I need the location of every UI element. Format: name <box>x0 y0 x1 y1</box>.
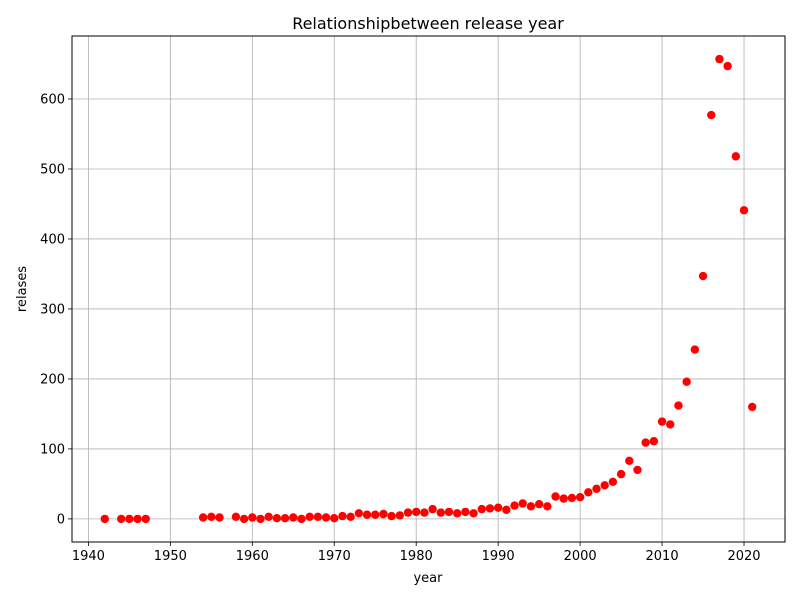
data-point <box>715 54 724 64</box>
data-point <box>256 514 265 524</box>
data-point <box>567 493 577 503</box>
data-point <box>502 505 511 515</box>
data-point <box>641 438 650 447</box>
x-tick-label: 1940 <box>72 549 105 564</box>
data-point <box>534 500 544 509</box>
data-points <box>100 54 757 524</box>
data-point <box>338 511 347 521</box>
data-point <box>674 401 683 410</box>
data-point <box>649 437 659 446</box>
data-point <box>321 513 331 522</box>
plot-frame <box>71 35 786 543</box>
data-point <box>526 502 536 511</box>
data-point <box>493 503 503 512</box>
data-point <box>231 512 241 522</box>
x-tick-label: 1950 <box>154 549 187 564</box>
data-point <box>198 513 208 522</box>
data-point <box>690 345 700 354</box>
x-tick-label: 1990 <box>482 549 515 564</box>
data-point <box>387 511 396 521</box>
data-point <box>698 271 708 281</box>
data-point <box>420 508 429 517</box>
data-point <box>469 509 478 518</box>
y-tick-label: 600 <box>40 92 65 107</box>
data-point <box>272 514 282 523</box>
data-point <box>592 484 601 494</box>
data-point <box>616 469 626 479</box>
data-point <box>575 493 585 502</box>
data-point <box>313 512 323 522</box>
x-tick-label: 1970 <box>318 549 351 564</box>
chart-title: Relationshipbetween release year <box>292 14 564 33</box>
data-point <box>436 508 445 517</box>
x-tick-label: 2000 <box>564 549 597 564</box>
data-point <box>330 514 339 523</box>
data-point <box>141 514 150 524</box>
y-axis-label: relases <box>15 266 30 312</box>
data-point <box>625 456 634 466</box>
data-point <box>215 513 224 522</box>
data-point <box>395 511 405 520</box>
data-point <box>584 488 593 497</box>
data-point <box>657 417 667 426</box>
data-point <box>739 206 749 215</box>
x-tick-label: 1980 <box>400 549 433 564</box>
data-point <box>452 509 462 518</box>
y-tick-label: 500 <box>40 162 65 177</box>
x-tick-label: 1960 <box>236 549 269 564</box>
data-point <box>379 509 388 519</box>
data-point <box>371 510 380 519</box>
data-point <box>297 514 306 524</box>
x-tick-label: 2020 <box>727 549 760 564</box>
data-point <box>412 507 421 517</box>
data-point <box>707 110 716 120</box>
data-point <box>248 513 257 522</box>
data-point <box>125 514 134 524</box>
data-point <box>280 514 290 523</box>
data-point <box>731 152 741 161</box>
data-point <box>666 420 675 429</box>
data-point <box>362 510 372 519</box>
data-point <box>510 501 519 510</box>
y-tick-label: 200 <box>40 372 65 387</box>
data-point <box>477 504 486 514</box>
data-point <box>346 512 355 522</box>
grid-lines <box>72 36 785 542</box>
data-point <box>264 512 273 522</box>
data-point <box>682 377 691 386</box>
data-point <box>518 499 527 508</box>
data-point <box>133 514 142 524</box>
data-point <box>289 513 298 522</box>
data-point <box>239 514 249 524</box>
data-point <box>633 465 642 475</box>
data-point <box>559 494 568 503</box>
data-point <box>461 507 470 517</box>
x-axis-label: year <box>413 571 443 586</box>
data-point <box>207 512 216 522</box>
y-tick-label: 0 <box>57 512 65 527</box>
data-point <box>100 514 109 524</box>
data-point <box>485 504 495 513</box>
data-point <box>428 504 437 514</box>
data-point <box>723 61 732 71</box>
data-point <box>305 512 314 522</box>
data-point <box>403 508 413 517</box>
y-tick-label: 400 <box>40 232 65 247</box>
data-point <box>543 502 552 511</box>
y-tick-label: 300 <box>40 302 65 317</box>
y-tick-label: 100 <box>40 442 65 457</box>
data-point <box>116 514 126 524</box>
data-point <box>748 402 757 412</box>
data-point <box>551 492 560 501</box>
x-tick-label: 2010 <box>646 549 679 564</box>
data-point <box>444 507 454 517</box>
x-axis-ticks: 1940 1950 1960 1970 1980 1990 2000 2010 2020 <box>72 542 761 564</box>
data-point <box>354 509 364 518</box>
data-point <box>608 477 618 487</box>
data-point <box>600 481 609 490</box>
y-axis-ticks: 0 100 200 300 400 500 600 <box>40 92 72 527</box>
